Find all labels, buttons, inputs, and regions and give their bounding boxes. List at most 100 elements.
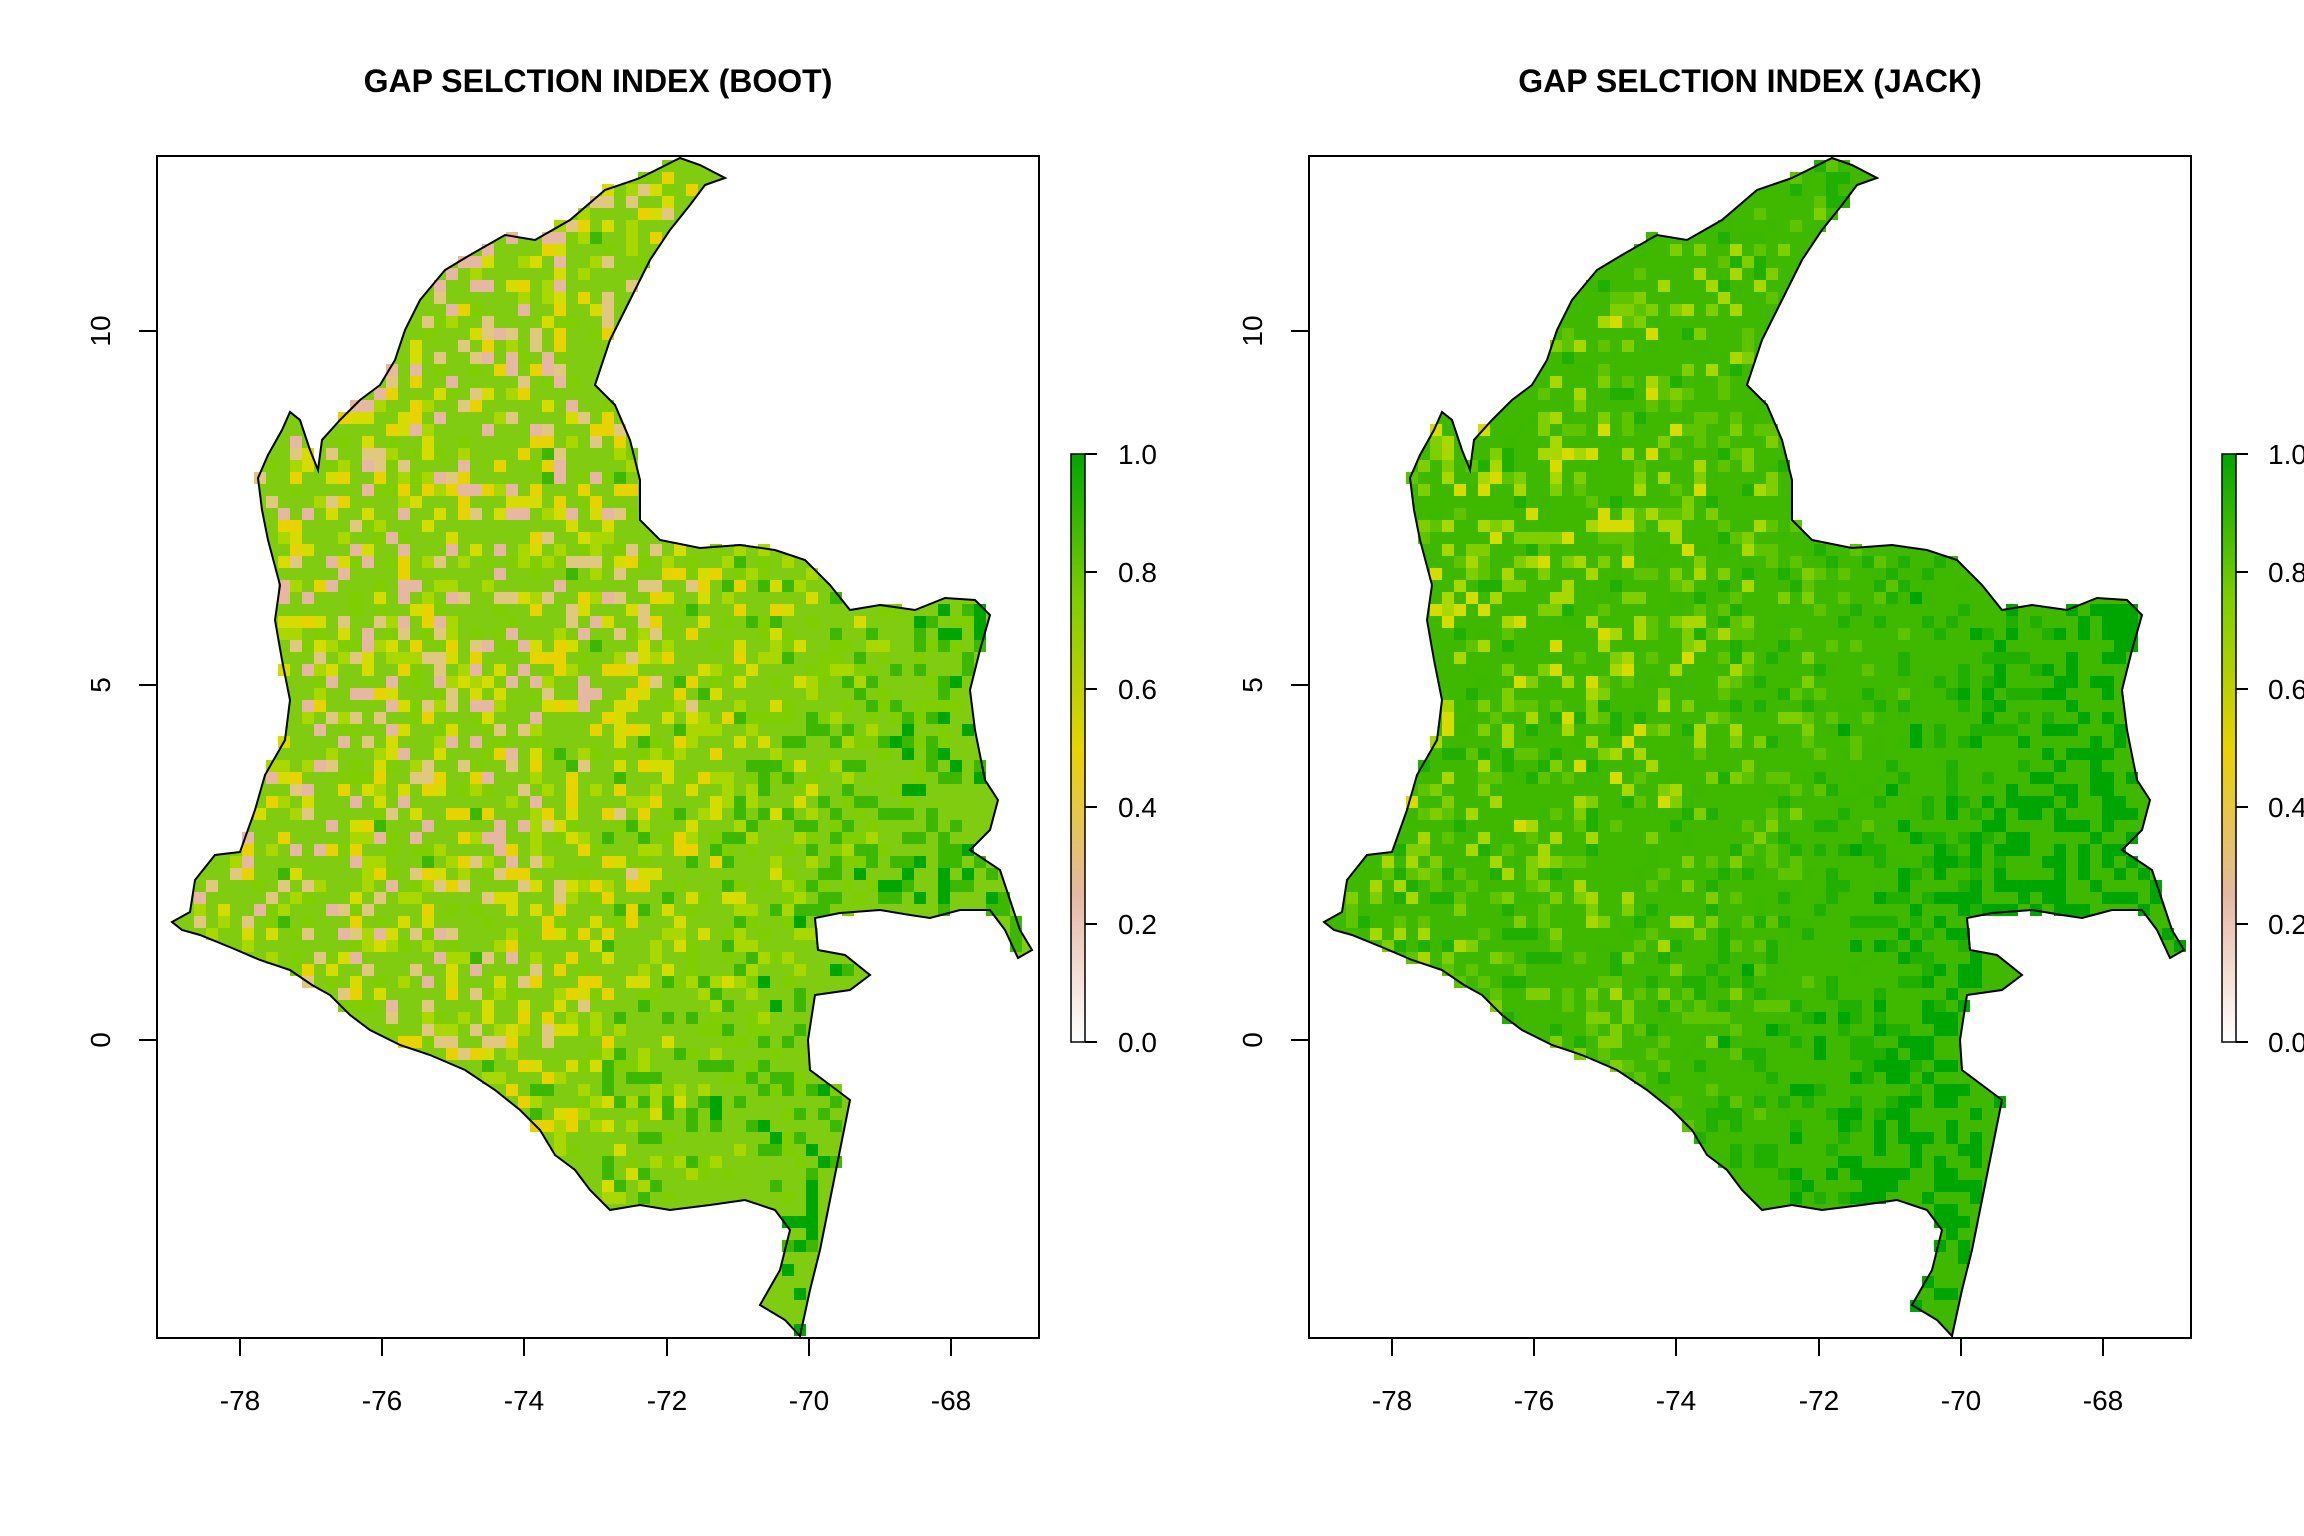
raster-cell xyxy=(566,808,578,820)
raster-cell xyxy=(806,808,818,820)
raster-cell xyxy=(830,652,842,664)
raster-cell xyxy=(554,664,566,676)
raster-cell xyxy=(1718,616,1730,628)
raster-cell xyxy=(554,352,566,364)
raster-cell xyxy=(590,976,602,988)
raster-cell xyxy=(1478,460,1490,472)
raster-cell xyxy=(1598,340,1610,352)
raster-cell xyxy=(1910,940,1922,952)
raster-cell xyxy=(782,736,794,748)
raster-cell xyxy=(542,592,554,604)
raster-cell xyxy=(1418,460,1430,472)
raster-cell xyxy=(1622,556,1634,568)
raster-cell xyxy=(1754,484,1766,496)
raster-cell xyxy=(914,832,926,844)
raster-cell xyxy=(1862,1072,1874,1084)
raster-cell xyxy=(1730,664,1742,676)
raster-cell xyxy=(386,724,398,736)
raster-cell xyxy=(2150,892,2162,904)
raster-cell xyxy=(1730,1156,1742,1168)
x-tick-label: -72 xyxy=(1799,1385,1839,1416)
raster-cell xyxy=(974,760,986,772)
raster-cell xyxy=(626,556,638,568)
raster-cell xyxy=(266,772,278,784)
raster-cell xyxy=(1814,592,1826,604)
raster-cell xyxy=(530,544,542,556)
raster-cell xyxy=(1922,616,1934,628)
raster-cell xyxy=(1826,820,1838,832)
raster-cell xyxy=(1706,1024,1718,1036)
raster-cell xyxy=(1670,568,1682,580)
raster-cell xyxy=(938,676,950,688)
raster-cell xyxy=(1946,1060,1958,1072)
raster-cell xyxy=(1958,904,1970,916)
raster-cell xyxy=(590,892,602,904)
raster-cell xyxy=(686,772,698,784)
raster-cell xyxy=(470,652,482,664)
raster-cell xyxy=(518,1060,530,1072)
raster-cell xyxy=(1502,832,1514,844)
raster-cell xyxy=(614,1048,626,1060)
raster-cell xyxy=(710,856,722,868)
raster-cell xyxy=(1622,652,1634,664)
raster-cell xyxy=(662,556,674,568)
raster-cell xyxy=(1442,616,1454,628)
raster-cell xyxy=(1778,904,1790,916)
raster-cell xyxy=(386,760,398,772)
raster-variation xyxy=(1346,160,2186,1312)
raster-cell xyxy=(482,832,494,844)
raster-cell xyxy=(698,976,710,988)
raster-cell xyxy=(386,616,398,628)
raster-cell xyxy=(1898,880,1910,892)
raster-cell xyxy=(1790,220,1802,232)
raster-cell xyxy=(1802,916,1814,928)
raster-cell xyxy=(398,976,410,988)
raster-cell xyxy=(1490,592,1502,604)
raster-cell xyxy=(530,820,542,832)
raster-cell xyxy=(1814,700,1826,712)
raster-cell xyxy=(1526,412,1538,424)
raster-cell xyxy=(1886,916,1898,928)
raster-cell xyxy=(458,664,470,676)
raster-cell xyxy=(1778,640,1790,652)
raster-cell xyxy=(1850,748,1862,760)
raster-cell xyxy=(1898,580,1910,592)
raster-cell xyxy=(806,928,818,940)
raster-cell xyxy=(1550,424,1562,436)
raster-cell xyxy=(1982,796,1994,808)
raster-cell xyxy=(602,520,614,532)
raster-cell xyxy=(782,1144,794,1156)
raster-cell xyxy=(914,664,926,676)
raster-cell xyxy=(554,1120,566,1132)
raster-cell xyxy=(2006,796,2018,808)
raster-cell xyxy=(2102,676,2114,688)
raster-cell xyxy=(554,580,566,592)
raster-cell xyxy=(890,736,902,748)
raster-cell xyxy=(398,592,410,604)
raster-cell xyxy=(506,796,518,808)
raster-cell xyxy=(1994,808,2006,820)
raster-cell xyxy=(1970,964,1982,976)
raster-cell xyxy=(1790,856,1802,868)
raster-cell xyxy=(1610,664,1622,676)
raster-cell xyxy=(1658,1012,1670,1024)
raster-cell xyxy=(2006,844,2018,856)
raster-cell xyxy=(314,724,326,736)
raster-cell xyxy=(1874,1108,1886,1120)
raster-cell xyxy=(1394,844,1406,856)
raster-cell xyxy=(770,1084,782,1096)
raster-cell xyxy=(2066,724,2078,736)
raster-cell xyxy=(1730,1120,1742,1132)
raster-cell xyxy=(386,652,398,664)
raster-cell xyxy=(578,988,590,1000)
raster-cell xyxy=(542,820,554,832)
raster-cell xyxy=(446,640,458,652)
raster-cell xyxy=(506,1084,518,1096)
raster-cell xyxy=(602,664,614,676)
raster-cell xyxy=(1970,1144,1982,1156)
raster-cell xyxy=(422,820,434,832)
raster-cell xyxy=(1502,580,1514,592)
raster-cell xyxy=(698,1060,710,1072)
raster-cell xyxy=(518,640,530,652)
raster-cell xyxy=(350,544,362,556)
